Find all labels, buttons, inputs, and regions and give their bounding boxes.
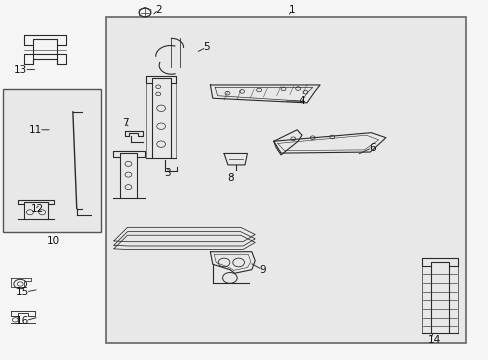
Text: 5: 5 xyxy=(203,42,209,52)
Bar xyxy=(105,17,466,343)
Bar xyxy=(3,89,101,232)
Text: 11: 11 xyxy=(29,125,42,135)
Text: 16: 16 xyxy=(16,316,29,325)
Text: 15: 15 xyxy=(16,287,29,297)
Text: 1: 1 xyxy=(288,5,294,15)
Text: 12: 12 xyxy=(31,204,44,214)
Text: 4: 4 xyxy=(298,96,304,106)
Text: 7: 7 xyxy=(122,118,128,128)
Text: 10: 10 xyxy=(47,236,60,246)
Text: 8: 8 xyxy=(227,173,234,183)
Text: 14: 14 xyxy=(427,334,440,345)
Text: 13: 13 xyxy=(14,64,27,75)
Text: 2: 2 xyxy=(155,5,161,15)
Text: 9: 9 xyxy=(259,265,265,275)
Text: 3: 3 xyxy=(163,168,170,178)
Text: 6: 6 xyxy=(368,143,375,153)
